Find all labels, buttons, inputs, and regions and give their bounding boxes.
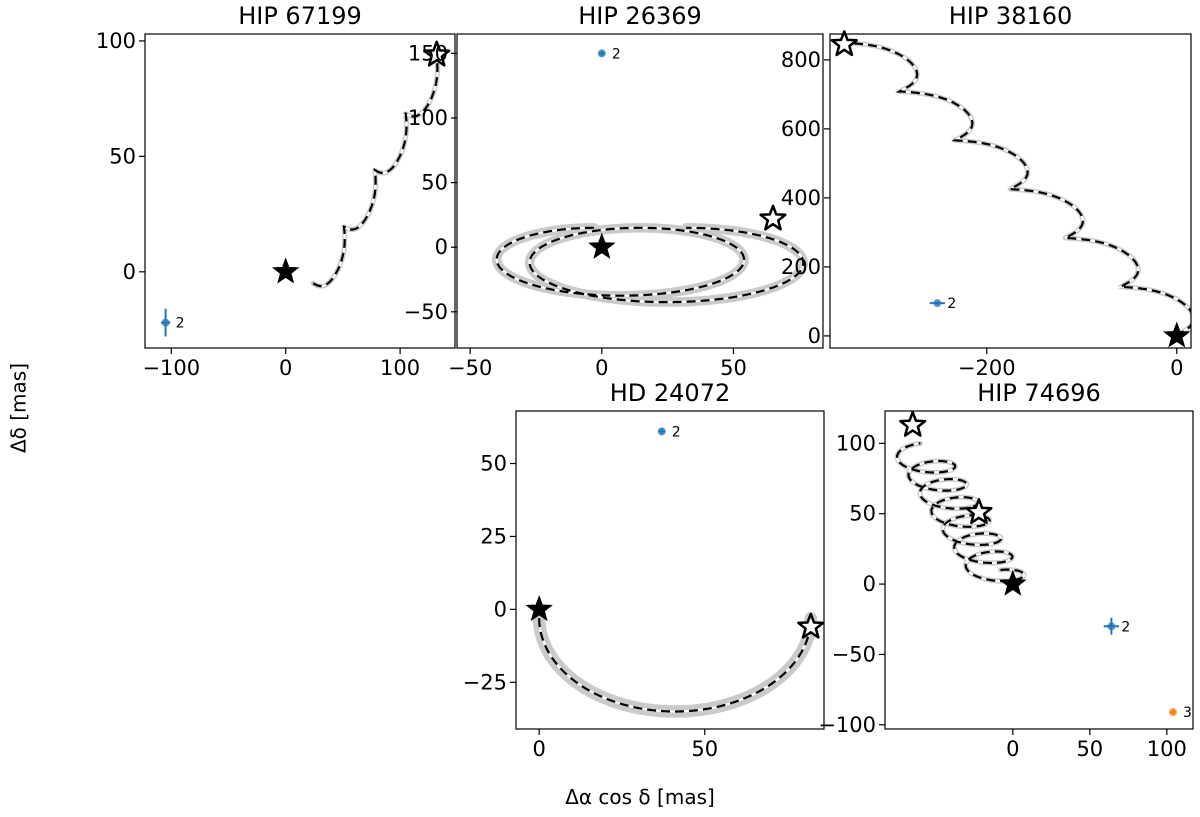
companion-point bbox=[657, 427, 666, 436]
y-axis-label: Δδ [mas] bbox=[7, 363, 31, 453]
start-star-marker bbox=[588, 232, 616, 259]
y-tick-label: 800 bbox=[781, 48, 821, 72]
y-tick-label: 0 bbox=[863, 572, 876, 596]
x-tick-label: 50 bbox=[691, 737, 718, 761]
panel-title: HIP 26369 bbox=[578, 2, 702, 30]
x-tick-label: −50 bbox=[448, 356, 492, 380]
companion-label: 2 bbox=[612, 46, 621, 62]
companion-label: 2 bbox=[1121, 619, 1130, 635]
x-tick-label: −100 bbox=[142, 356, 200, 380]
x-tick-label: 100 bbox=[380, 356, 420, 380]
x-tick-label: 0 bbox=[1006, 737, 1019, 761]
panel-title: HIP 74696 bbox=[977, 379, 1101, 407]
companion-point bbox=[161, 318, 170, 327]
y-tick-label: −50 bbox=[832, 642, 876, 666]
y-tick-label: 50 bbox=[421, 171, 448, 195]
companion-point bbox=[1168, 708, 1177, 717]
x-tick-label: 0 bbox=[1170, 356, 1183, 380]
axes-frame bbox=[884, 410, 1194, 730]
companion-point bbox=[1107, 622, 1116, 631]
x-axis-label: Δα cos δ [mas] bbox=[565, 785, 715, 809]
orbit-track-base bbox=[538, 618, 812, 713]
x-tick-label: 0 bbox=[532, 737, 545, 761]
orbit-band bbox=[894, 440, 1027, 584]
panel-3: HIP 38160 2 −200 0 0 200 400 600 800 bbox=[781, 2, 1192, 380]
axes-frame bbox=[515, 410, 825, 730]
y-tick-label: 0 bbox=[123, 260, 136, 284]
orbit-track bbox=[844, 41, 1191, 337]
x-tick-label: 50 bbox=[1076, 737, 1103, 761]
panel-title: HIP 38160 bbox=[949, 2, 1073, 30]
panel-title: HIP 67199 bbox=[238, 2, 362, 30]
axes-frame bbox=[456, 33, 824, 349]
y-tick-label: 200 bbox=[781, 255, 821, 279]
start-star-marker bbox=[999, 569, 1027, 596]
y-tick-label: 600 bbox=[781, 117, 821, 141]
orbit-track bbox=[896, 442, 1025, 583]
plot-area bbox=[532, 611, 818, 718]
x-tick-label: 100 bbox=[1147, 737, 1187, 761]
x-tick-label: 0 bbox=[279, 356, 292, 380]
x-tick-label: 50 bbox=[720, 356, 747, 380]
end-star-marker bbox=[965, 498, 993, 525]
x-tick-label: 0 bbox=[595, 356, 608, 380]
panel-title: HD 24072 bbox=[610, 379, 731, 407]
y-tick-label: 150 bbox=[408, 41, 448, 65]
companion-label: 3 bbox=[1183, 705, 1192, 721]
panel-5: HIP 74696 2 3 0 50 100 −100 −50 0 50 100 bbox=[818, 379, 1194, 761]
end-star-marker bbox=[797, 612, 825, 639]
start-star-marker bbox=[1163, 321, 1191, 348]
panel-1: HIP 67199 2 −100 0 100 0 50 100 bbox=[96, 2, 456, 380]
panels: HIP 67199 2 −100 0 100 0 50 100 HIP 26369 2 −50 0 50… bbox=[96, 2, 1194, 761]
companion-label: 2 bbox=[176, 316, 185, 332]
y-tick-label: 25 bbox=[480, 524, 507, 548]
axes-frame bbox=[829, 33, 1192, 349]
y-tick-label: 50 bbox=[849, 502, 876, 526]
companion-label: 2 bbox=[947, 296, 956, 312]
plot-area bbox=[841, 40, 1191, 339]
plot-area bbox=[491, 223, 809, 307]
y-tick-label: 0 bbox=[494, 597, 507, 621]
axes-frame bbox=[144, 33, 456, 349]
y-tick-label: 100 bbox=[96, 29, 136, 53]
plot-area bbox=[894, 440, 1027, 584]
plot-area bbox=[310, 54, 440, 289]
y-tick-label: −100 bbox=[818, 713, 876, 737]
companion-point bbox=[933, 299, 942, 308]
y-tick-label: 100 bbox=[836, 431, 876, 455]
y-tick-label: 0 bbox=[435, 235, 448, 259]
orbit-track bbox=[495, 226, 805, 304]
companion-point bbox=[597, 49, 606, 58]
start-star-marker bbox=[525, 594, 553, 622]
end-star-marker bbox=[830, 30, 858, 57]
end-star-marker bbox=[899, 410, 927, 437]
y-tick-label: −50 bbox=[404, 300, 448, 324]
y-tick-label: −25 bbox=[463, 670, 507, 694]
y-tick-label: 100 bbox=[408, 106, 448, 130]
y-tick-label: 0 bbox=[808, 324, 821, 348]
start-star-marker bbox=[271, 257, 300, 284]
orbit-band bbox=[491, 223, 809, 307]
panel-2: HIP 26369 2 −50 0 50 −50 0 50 100 150 bbox=[404, 2, 824, 380]
y-tick-label: 50 bbox=[109, 144, 136, 168]
orbit-band bbox=[532, 611, 818, 718]
end-star-marker bbox=[759, 204, 787, 231]
x-tick-label: −200 bbox=[958, 356, 1016, 380]
orbit-track bbox=[538, 618, 812, 713]
panel-4: HD 24072 2 0 50 −25 0 25 50 bbox=[463, 379, 825, 761]
companion-label: 2 bbox=[672, 424, 681, 440]
y-tick-label: 50 bbox=[480, 452, 507, 476]
end-star-marker bbox=[423, 40, 451, 67]
orbit-track bbox=[312, 57, 439, 288]
y-tick-label: 400 bbox=[781, 186, 821, 210]
